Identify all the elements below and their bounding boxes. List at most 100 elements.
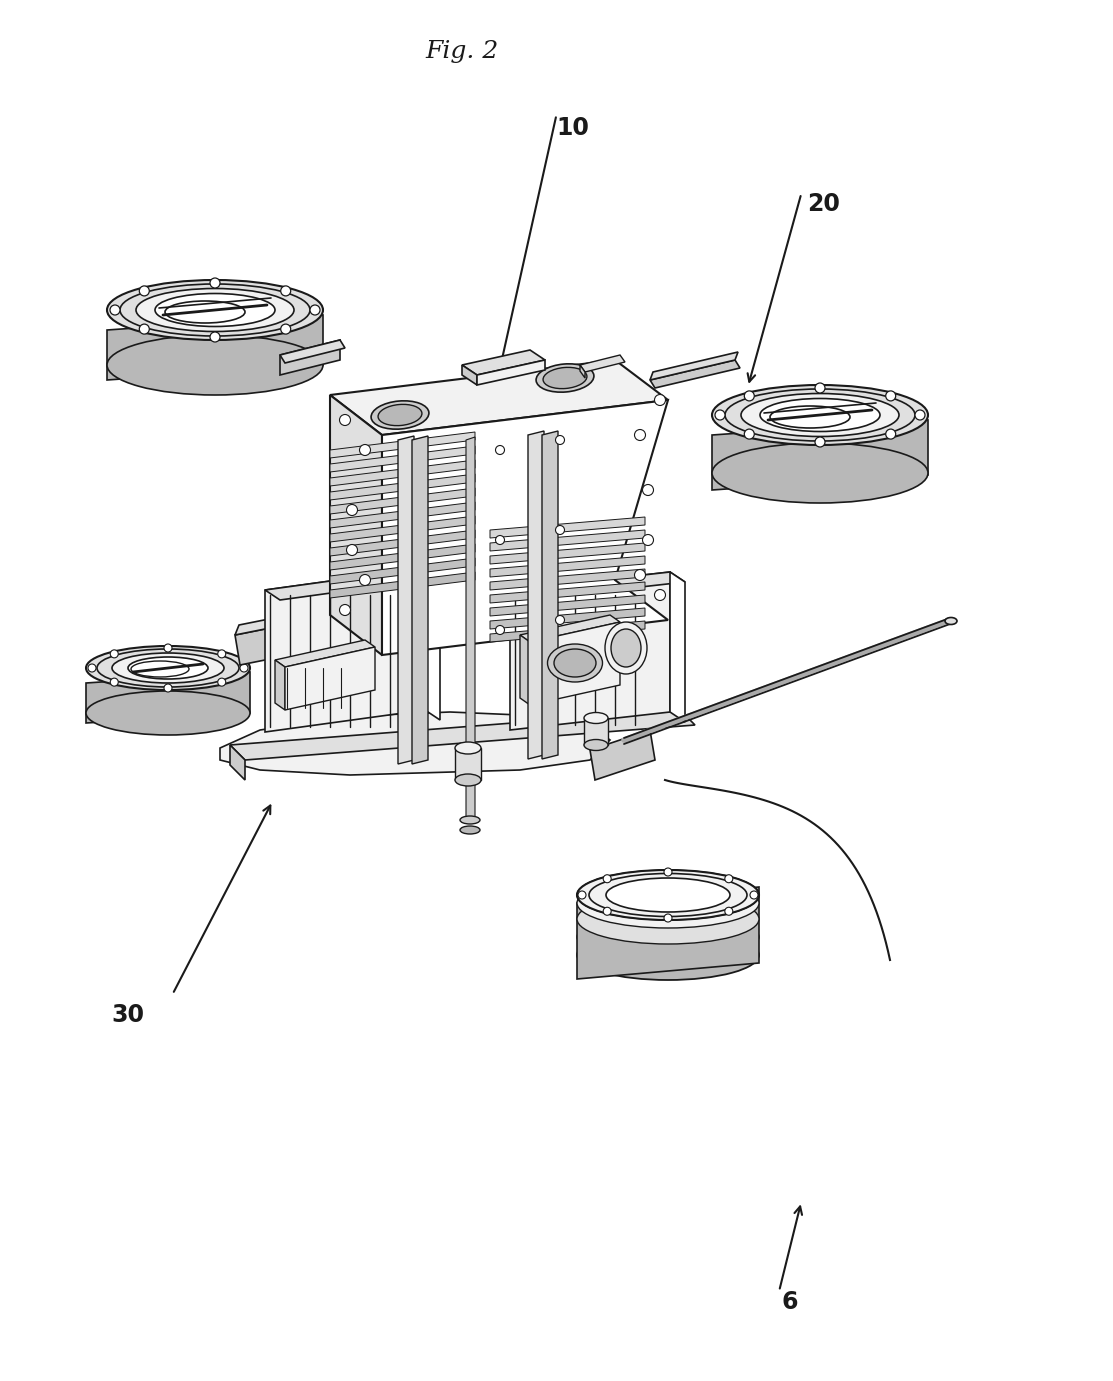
Polygon shape: [425, 568, 440, 720]
Ellipse shape: [107, 280, 323, 340]
Polygon shape: [329, 530, 475, 557]
Ellipse shape: [741, 394, 899, 436]
Circle shape: [603, 874, 611, 882]
Circle shape: [725, 874, 732, 882]
Circle shape: [725, 907, 732, 916]
Polygon shape: [490, 595, 646, 616]
Polygon shape: [490, 621, 646, 642]
Ellipse shape: [86, 646, 250, 690]
Polygon shape: [462, 349, 545, 376]
Polygon shape: [329, 460, 475, 486]
Ellipse shape: [536, 363, 594, 392]
Polygon shape: [670, 572, 684, 722]
Circle shape: [642, 534, 653, 545]
Ellipse shape: [543, 367, 587, 388]
Polygon shape: [280, 340, 345, 363]
Polygon shape: [235, 620, 315, 666]
Circle shape: [886, 429, 896, 439]
Ellipse shape: [725, 389, 915, 441]
Circle shape: [139, 325, 149, 334]
Text: 10: 10: [556, 116, 590, 141]
Circle shape: [88, 664, 96, 673]
Circle shape: [110, 305, 120, 315]
Polygon shape: [380, 599, 545, 650]
Polygon shape: [490, 557, 646, 577]
Polygon shape: [580, 355, 626, 371]
Circle shape: [495, 536, 504, 544]
Circle shape: [359, 445, 371, 456]
Text: 20: 20: [807, 192, 840, 217]
Circle shape: [603, 907, 611, 916]
Polygon shape: [265, 568, 425, 732]
Circle shape: [164, 644, 173, 652]
Circle shape: [642, 485, 653, 496]
Polygon shape: [490, 581, 646, 603]
Polygon shape: [329, 474, 475, 500]
Circle shape: [750, 891, 758, 899]
Circle shape: [346, 544, 357, 555]
Polygon shape: [590, 731, 654, 780]
Ellipse shape: [378, 405, 422, 425]
Polygon shape: [530, 621, 620, 704]
Polygon shape: [398, 436, 414, 764]
Circle shape: [815, 383, 825, 394]
Circle shape: [240, 664, 248, 673]
Polygon shape: [580, 365, 585, 378]
Polygon shape: [235, 610, 314, 635]
Ellipse shape: [371, 400, 429, 429]
Polygon shape: [329, 432, 475, 458]
Circle shape: [555, 526, 564, 534]
Circle shape: [346, 504, 357, 515]
Text: 6: 6: [782, 1290, 798, 1315]
Polygon shape: [510, 572, 684, 599]
Circle shape: [110, 650, 118, 657]
Circle shape: [110, 678, 118, 686]
Polygon shape: [280, 340, 339, 376]
Circle shape: [210, 331, 220, 342]
Polygon shape: [329, 360, 668, 435]
Polygon shape: [490, 543, 646, 563]
Polygon shape: [477, 360, 545, 385]
Circle shape: [664, 914, 672, 923]
Circle shape: [280, 325, 290, 334]
Ellipse shape: [584, 739, 608, 750]
Circle shape: [218, 650, 226, 657]
Circle shape: [634, 569, 646, 580]
Ellipse shape: [455, 742, 481, 754]
Polygon shape: [329, 572, 475, 598]
Ellipse shape: [460, 816, 480, 824]
Text: Fig. 2: Fig. 2: [425, 40, 499, 62]
Polygon shape: [510, 572, 670, 731]
Circle shape: [359, 574, 371, 586]
Circle shape: [164, 684, 173, 692]
Ellipse shape: [605, 621, 647, 674]
Polygon shape: [329, 487, 475, 514]
Ellipse shape: [577, 870, 759, 920]
Polygon shape: [455, 749, 481, 780]
Text: 30: 30: [111, 1003, 145, 1027]
Circle shape: [715, 410, 725, 420]
Ellipse shape: [577, 911, 759, 963]
Circle shape: [555, 616, 564, 624]
Polygon shape: [528, 431, 544, 760]
Circle shape: [915, 410, 925, 420]
Polygon shape: [490, 530, 646, 551]
Polygon shape: [520, 635, 530, 704]
Circle shape: [139, 286, 149, 296]
Ellipse shape: [128, 657, 208, 679]
Polygon shape: [542, 431, 558, 760]
Ellipse shape: [577, 929, 759, 981]
Ellipse shape: [577, 870, 759, 920]
Polygon shape: [329, 544, 475, 570]
Polygon shape: [490, 569, 646, 590]
Polygon shape: [107, 315, 323, 380]
Circle shape: [815, 436, 825, 447]
Circle shape: [886, 391, 896, 400]
Circle shape: [555, 435, 564, 445]
Circle shape: [311, 305, 321, 315]
Polygon shape: [329, 516, 475, 541]
Ellipse shape: [554, 649, 595, 677]
Circle shape: [339, 414, 351, 425]
Polygon shape: [462, 365, 477, 385]
Circle shape: [654, 590, 666, 601]
